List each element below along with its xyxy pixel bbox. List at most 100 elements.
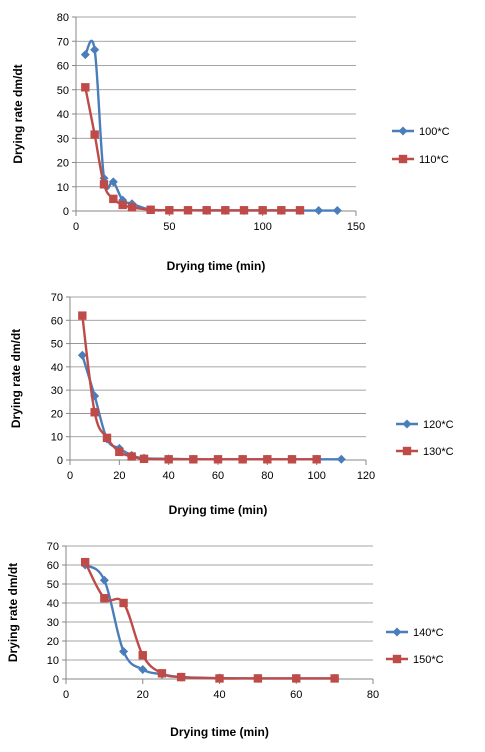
y-axis-title: Drying rate dm/dt [6,563,20,662]
legend-entry: 120*C [396,419,454,431]
data-point [287,455,297,464]
data-point [263,455,272,464]
y-tick-label: 0 [53,674,59,686]
y-tick-label: 40 [57,109,69,121]
legend-entry: 110*C [392,154,449,166]
legend-label: 130*C [423,446,454,458]
y-tick-label: 10 [57,182,69,194]
y-tick-label: 60 [51,315,63,327]
data-point [312,455,321,464]
legend-marker [398,126,408,136]
data-point [330,674,339,683]
series-130*C [78,311,321,464]
data-point [119,598,128,608]
x-tick-label: 20 [113,470,125,482]
y-tick-label: 20 [51,408,63,420]
legend-marker [392,654,402,664]
data-point [127,452,136,461]
y-tick-label: 40 [51,362,63,374]
y-tick-label: 30 [47,617,59,629]
data-point [102,433,112,443]
x-tick-label: 80 [367,689,379,701]
legend-label: 140*C [413,627,444,639]
y-tick-label: 10 [47,655,59,667]
data-point [138,665,148,674]
data-point [80,50,90,60]
data-point [100,594,109,603]
x-tick-label: 60 [290,689,302,701]
y-tick-label: 0 [57,455,63,467]
data-point [215,674,224,683]
y-tick-label: 30 [51,385,63,397]
data-point [99,180,109,189]
x-tick-label: 20 [137,689,149,701]
x-axis-title: Drying time (min) [167,259,266,273]
legend-entry: 140*C [386,627,444,639]
data-point [314,206,324,216]
legend-label: 100*C [419,126,450,138]
y-tick-label: 20 [57,158,69,170]
legend-entry: 130*C [396,446,454,458]
x-tick-label: 0 [67,470,73,482]
y-tick-label: 20 [47,636,59,648]
series-line [81,315,317,461]
series-line [81,354,342,461]
legend-entry: 100*C [392,126,450,138]
data-point [336,454,346,464]
data-point [213,455,223,464]
legend-label: 120*C [423,419,454,431]
data-point [202,206,211,215]
x-tick-label: 40 [213,689,225,701]
x-tick-label: 60 [212,470,224,482]
x-axis-title: Drying time (min) [170,725,269,739]
data-point [90,408,99,417]
data-point [277,206,286,215]
data-point [127,203,137,212]
x-axis-title: Drying time (min) [169,503,268,517]
y-tick-label: 50 [57,85,69,97]
data-point [292,674,301,683]
data-point [90,45,100,55]
legend-label: 150*C [413,654,444,666]
data-point [108,177,118,187]
series-110*C [81,83,305,215]
series-100*C [80,39,342,216]
data-point [109,194,118,204]
y-tick-label: 50 [47,579,59,591]
chart-1: 0 10 20 30 40 50 60 70 80 0 50 100 150 Drying time (m… [11,12,450,273]
y-tick-label: 60 [57,61,69,73]
y-axis-title: Drying rate dm/dt [9,329,23,428]
data-point [295,206,305,215]
series-120*C [77,350,346,464]
legend-label: 110*C [419,154,449,166]
series-line [84,561,335,680]
data-point [80,557,90,567]
data-point [238,455,247,464]
legend-marker [392,627,402,637]
x-tick-label: 40 [163,470,175,482]
data-point [165,206,174,215]
data-point [138,651,147,660]
series-line [84,39,338,212]
x-tick-label: 100 [253,221,271,233]
data-point [176,672,186,682]
data-point [253,674,263,683]
data-point [99,575,109,585]
legend-marker [398,154,408,164]
data-point [146,205,155,214]
data-point [115,447,124,457]
x-tick-label: 120 [357,470,375,482]
y-tick-label: 40 [47,598,59,610]
data-point [221,206,230,215]
series-150*C [80,557,339,683]
chart-2: 0 10 20 30 40 50 60 70 0 20 40 60 80 100 120 Drying tim… [9,292,454,517]
y-tick-label: 70 [47,541,59,553]
data-point [183,206,193,215]
data-point [157,669,167,678]
y-tick-label: 50 [51,339,63,351]
legend-entry: 150*C [386,654,444,666]
legend-marker [402,446,412,456]
y-axis-title: Drying rate dm/dt [11,64,25,163]
data-point [78,311,87,320]
